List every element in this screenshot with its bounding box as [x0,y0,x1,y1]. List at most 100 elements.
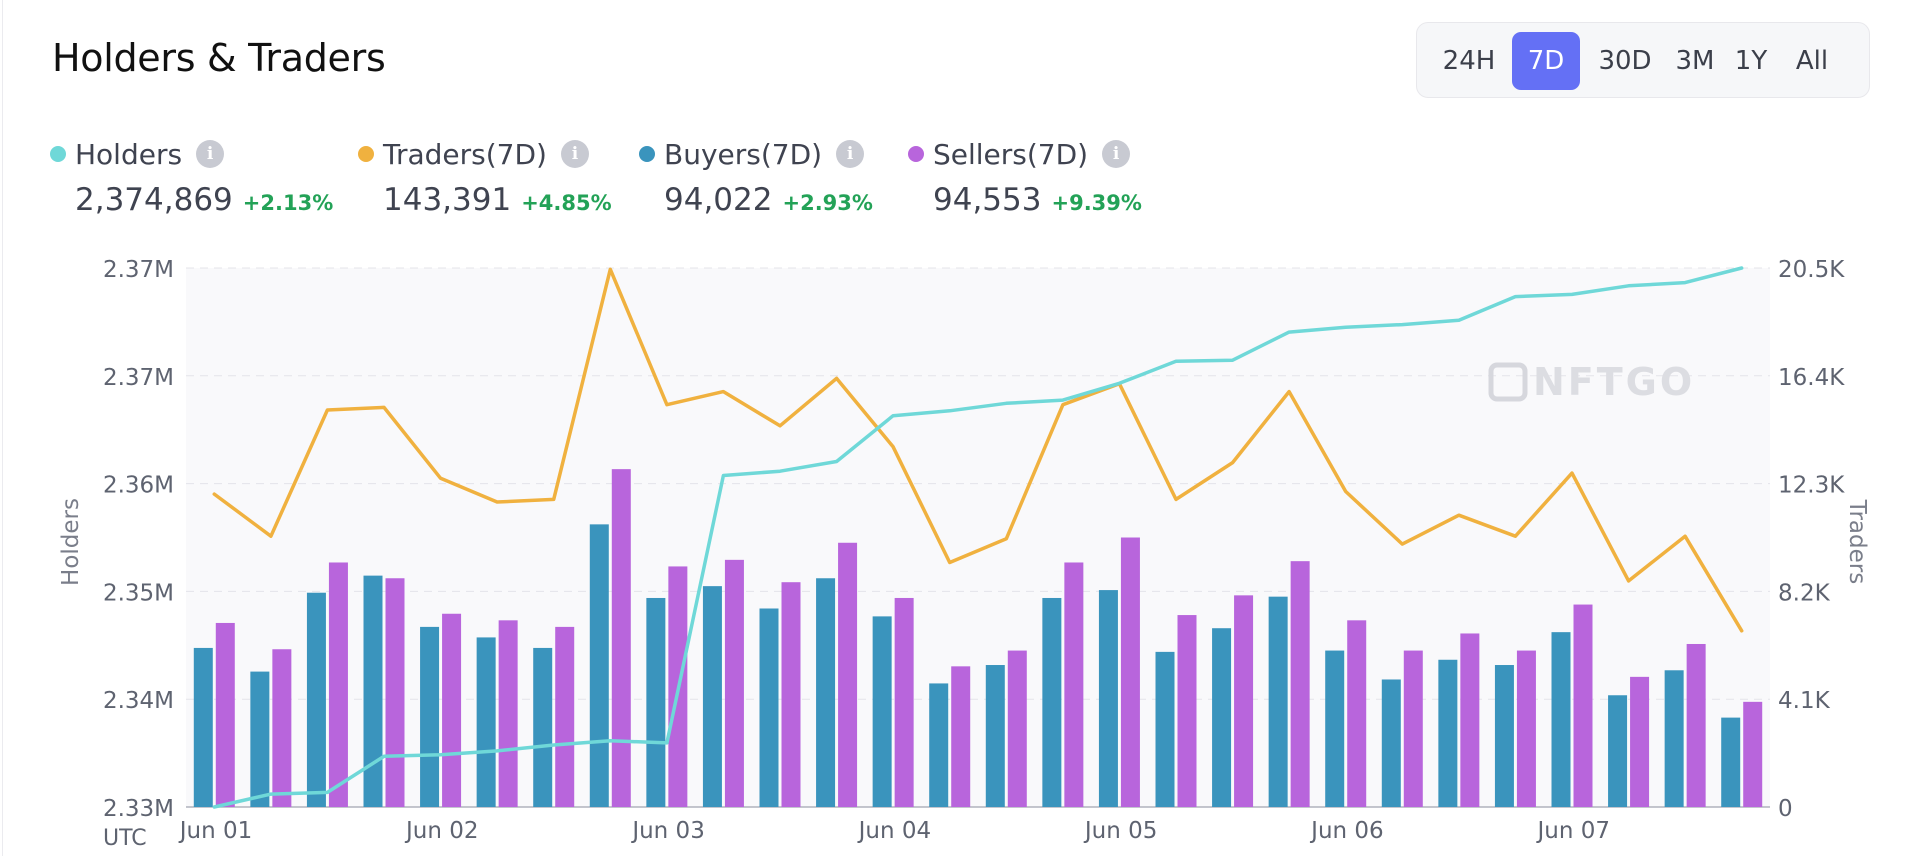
sellers-bar [611,469,631,807]
info-icon[interactable]: i [560,140,589,168]
info-icon[interactable]: i [196,140,225,168]
y-left-tick-label: 2.33M [103,796,174,822]
y-right-tick-label: 12.3K [1778,473,1845,499]
range-button-all[interactable]: All [1795,46,1829,76]
legend-label: Sellers(7D) [933,137,1089,171]
sellers-bar [1630,676,1650,807]
sellers-bar [1007,650,1027,807]
legend-change: +2.93% [782,191,873,215]
buyers-bar [1438,659,1458,807]
sellers-bar [1573,604,1593,807]
legend-change: +4.85% [521,191,612,215]
legend-buyers[interactable]: Buyers(7D) i 94,022 +2.93% [639,134,873,224]
legend-value: 143,391 [383,182,512,218]
sellers-bar [1064,562,1084,807]
buyers-bar [250,671,270,807]
x-tick-label: Jun 04 [857,818,932,844]
y-left-tick-label: 2.37M [103,257,174,283]
buyers-bar [1551,632,1571,807]
buyers-bar [1721,717,1741,807]
legend-traders[interactable]: Traders(7D) i 143,391 +4.85% [358,134,612,224]
sellers-bar [272,649,292,807]
sellers-bar [781,582,801,807]
sellers-bar [215,622,235,807]
x-tick-label: Jun 05 [1083,818,1158,844]
y-right-tick-label: 4.1K [1778,688,1831,714]
legend-label: Traders(7D) [383,137,547,171]
info-icon[interactable]: i [836,140,865,168]
buyers-bar [816,578,836,807]
sellers-dot [908,146,924,162]
buyers-bar [646,597,666,807]
sellers-bar [1743,701,1763,807]
y-right-tick-label: 20.5K [1778,257,1845,283]
range-button-24h[interactable]: 24H [1442,46,1496,76]
legend-change: +9.39% [1051,191,1142,215]
buyers-dot [639,146,655,162]
range-button-1y[interactable]: 1Y [1734,46,1768,76]
sellers-bar [555,626,575,807]
holders-dot [50,146,66,162]
buyers-bar [1212,628,1232,807]
x-tick-label: Jun 07 [1535,818,1610,844]
buyers-bar [1155,651,1175,807]
page-title: Holders & Traders [52,36,386,80]
buyers-bar [420,626,440,807]
legend-change: +2.13% [242,191,334,215]
range-button-30d[interactable]: 30D [1598,46,1652,76]
buyers-bar [985,665,1005,807]
buyers-bar [476,637,496,807]
y-left-tick-label: 2.37M [103,365,174,391]
range-button-3m[interactable]: 3M [1675,46,1715,76]
buyers-bar [533,647,553,807]
y-right-axis-title: Traders [1844,499,1870,584]
sellers-bar [1234,595,1254,807]
sellers-bar [1403,650,1423,807]
buyers-bar [589,524,609,807]
legend-value: 94,553 [933,182,1042,218]
x-tick-label: Jun 06 [1309,818,1384,844]
legend-value: 94,022 [664,182,773,218]
buyers-bar [1098,590,1118,807]
buyers-bar [1268,596,1288,807]
buyers-bar [193,647,213,807]
y-left-tick-label: 2.35M [103,580,174,606]
sellers-bar [1290,561,1310,807]
x-tick-label: Jun 02 [404,818,479,844]
range-button-7d[interactable]: 7D [1512,32,1580,90]
y-right-tick-label: 0 [1778,796,1793,822]
buyers-bar [702,586,722,807]
legend-value: 2,374,869 [75,182,233,218]
sellers-bar [442,613,462,807]
legend-label: Holders [75,137,183,171]
sellers-bar [328,562,348,807]
watermark-text: NFTGO [1533,360,1695,404]
sellers-bar [1460,633,1480,807]
y-right-tick-label: 16.4K [1778,365,1845,391]
y-left-tick-label: 2.34M [103,688,174,714]
legend-label: Buyers(7D) [664,137,823,171]
y-right-tick-label: 8.2K [1778,580,1831,606]
buyers-bar [759,608,779,807]
x-tick-label: Jun 01 [178,818,253,844]
sellers-bar [385,578,405,807]
buyers-bar [929,683,949,807]
info-icon[interactable]: i [1102,140,1131,168]
traders-line [212,267,1744,633]
legend-holders[interactable]: Holders i 2,374,869 +2.13% [50,134,333,224]
buyers-bar [1664,670,1684,807]
sellers-bar [951,666,971,807]
buyers-bar [1381,679,1401,807]
traders-dot [358,146,374,162]
sellers-bar [498,620,518,807]
legend-sellers[interactable]: Sellers(7D) i 94,553 +9.39% [908,134,1142,224]
y-left-tick-label: 2.36M [103,473,174,499]
watermark-logo-icon [1488,362,1528,402]
buyers-bar [1608,695,1628,807]
buyers-bar [872,616,892,807]
y-left-axis-title: Holders [58,498,84,586]
x-tick-label: Jun 03 [630,818,705,844]
sellers-bar [1686,643,1706,807]
card-border [2,0,3,856]
buyers-bar [363,575,383,807]
